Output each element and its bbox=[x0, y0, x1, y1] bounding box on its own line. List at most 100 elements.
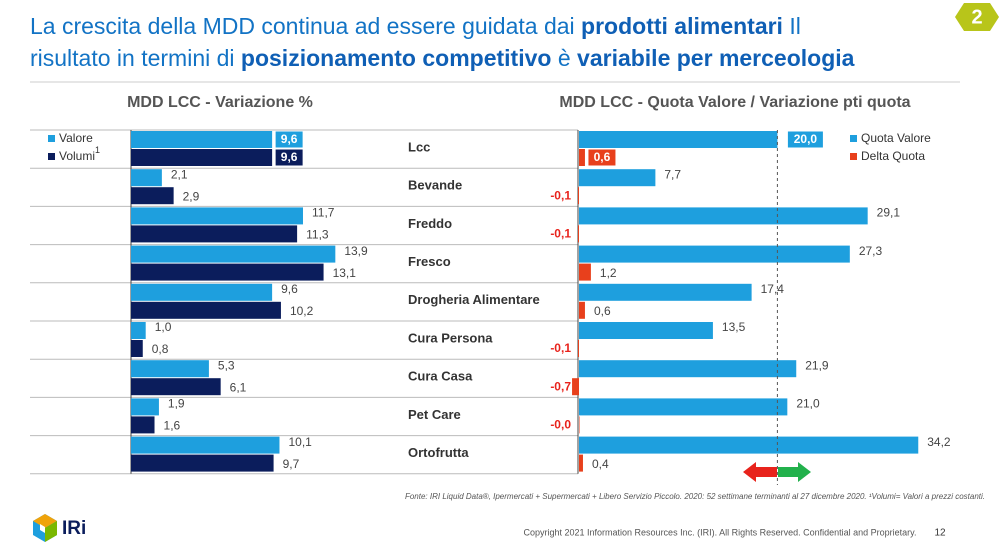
title-part: prodotti alimentari bbox=[581, 13, 783, 39]
badge: 2 bbox=[955, 3, 999, 31]
badge-shape bbox=[955, 3, 999, 31]
title-part: è bbox=[551, 45, 577, 71]
bar bbox=[579, 131, 778, 148]
value-label-box bbox=[587, 148, 617, 167]
bar bbox=[579, 149, 585, 166]
bar bbox=[131, 225, 298, 243]
bar bbox=[131, 207, 303, 225]
value-label: 11,7 bbox=[312, 206, 335, 220]
legend-swatch bbox=[48, 135, 55, 142]
bar bbox=[131, 263, 324, 281]
bar bbox=[579, 322, 713, 339]
bar bbox=[131, 454, 274, 472]
bar bbox=[579, 169, 656, 187]
value-label: 21,9 bbox=[805, 358, 829, 372]
value-label: 11,3 bbox=[306, 228, 329, 242]
value-label: 9,6 bbox=[281, 282, 298, 296]
bar bbox=[579, 436, 919, 454]
copyright: Copyright 2021 Information Resources Inc… bbox=[523, 527, 916, 537]
logo-shape bbox=[45, 521, 57, 542]
value-label: -0,1 bbox=[550, 188, 571, 202]
legend-sup: 1 bbox=[95, 145, 100, 155]
value-label: 13,5 bbox=[722, 320, 746, 334]
legend-label: Valore bbox=[59, 131, 93, 145]
value-label: -0,1 bbox=[550, 341, 571, 355]
legend-text: Quota Valore bbox=[861, 131, 931, 145]
value-label: 1,6 bbox=[164, 419, 181, 433]
value-label: 0,8 bbox=[152, 342, 169, 356]
badge-text: 2 bbox=[971, 6, 982, 28]
category-label: Drogheria Alimentare bbox=[408, 292, 540, 307]
value-label: 13,1 bbox=[333, 266, 357, 280]
title-part: Il bbox=[783, 13, 801, 39]
value-label: 1,9 bbox=[168, 397, 185, 411]
bar bbox=[131, 283, 273, 301]
bar bbox=[579, 283, 752, 301]
value-label: 9,6 bbox=[281, 132, 298, 146]
category-label: Fresco bbox=[408, 254, 451, 269]
source-note: Fonte: IRI Liquid Data®, Ipermercati + S… bbox=[405, 492, 985, 501]
bar bbox=[131, 436, 280, 454]
bar bbox=[131, 187, 174, 205]
bar bbox=[579, 245, 850, 263]
value-label: 20,0 bbox=[794, 132, 818, 146]
direction-arrows bbox=[743, 462, 811, 482]
legend-text: Valore bbox=[59, 131, 93, 145]
legend-swatch bbox=[850, 153, 857, 160]
value-label: 2,9 bbox=[183, 189, 200, 203]
bar bbox=[131, 149, 273, 166]
value-label-box bbox=[274, 130, 304, 149]
category-label: Bevande bbox=[408, 178, 462, 193]
value-label: 10,1 bbox=[288, 435, 312, 449]
value-label: -0,0 bbox=[550, 418, 571, 432]
value-label: 1,2 bbox=[600, 266, 617, 280]
bar bbox=[131, 322, 146, 339]
value-label: 29,1 bbox=[877, 206, 901, 220]
legend-label: Quota Valore bbox=[861, 131, 931, 145]
value-label: 2,1 bbox=[171, 167, 188, 181]
bar bbox=[579, 416, 580, 434]
bar bbox=[579, 360, 797, 378]
value-label: -0,1 bbox=[550, 227, 571, 241]
value-label: 1,0 bbox=[155, 320, 172, 334]
value-label: 21,0 bbox=[796, 397, 820, 411]
bar bbox=[131, 360, 209, 378]
value-label: 0,4 bbox=[592, 457, 609, 471]
bar bbox=[131, 416, 155, 434]
arrow-left bbox=[743, 462, 777, 482]
bar bbox=[579, 263, 591, 281]
page-number: 12 bbox=[934, 528, 946, 539]
category-label: Lcc bbox=[408, 139, 430, 154]
bar bbox=[579, 398, 788, 416]
legend-swatch bbox=[48, 153, 55, 160]
value-label: 34,2 bbox=[927, 435, 951, 449]
legend-text: Volumi bbox=[59, 149, 95, 163]
bar bbox=[579, 454, 583, 472]
logo-text: IRi bbox=[62, 518, 86, 539]
bar bbox=[131, 245, 336, 263]
bar bbox=[579, 301, 585, 319]
legend-swatch bbox=[850, 135, 857, 142]
value-label-box bbox=[786, 130, 824, 149]
value-label: 5,3 bbox=[218, 358, 235, 372]
bar bbox=[131, 131, 273, 148]
value-label: 0,6 bbox=[594, 304, 611, 318]
slide-title: risultato in termini di posizionamento c… bbox=[30, 45, 855, 71]
value-label: 0,6 bbox=[594, 150, 611, 164]
bar bbox=[131, 301, 281, 319]
value-label: -0,7 bbox=[550, 379, 571, 393]
bar bbox=[131, 398, 159, 416]
legend-label: Volumi1 bbox=[59, 145, 100, 163]
value-label: 17,4 bbox=[761, 282, 785, 296]
bar bbox=[572, 378, 579, 396]
bar bbox=[578, 225, 579, 243]
value-label: 27,3 bbox=[859, 244, 883, 258]
title-part: posizionamento competitivo bbox=[241, 45, 552, 71]
logo-shape bbox=[40, 524, 45, 533]
bar bbox=[578, 340, 579, 357]
value-label: 9,6 bbox=[281, 150, 298, 164]
slide-title: La crescita della MDD continua ad essere… bbox=[30, 13, 801, 39]
title-part: risultato in termini di bbox=[30, 45, 241, 71]
value-label: 9,7 bbox=[283, 457, 300, 471]
